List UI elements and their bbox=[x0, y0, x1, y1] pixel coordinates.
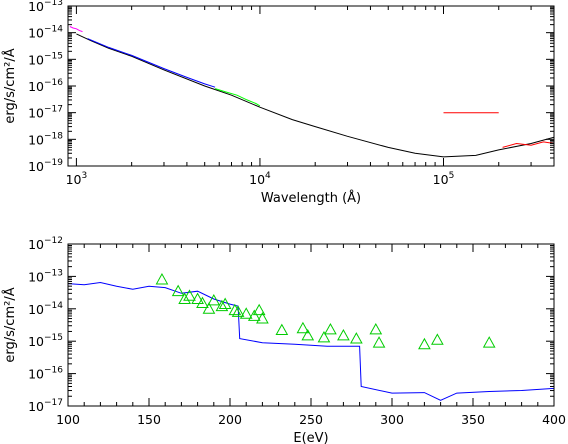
sed-panel: 103 104 105 10−13 10−14 10−15 10−16 10−17 10−18 1… bbox=[2, 0, 555, 206]
data-point-triangle bbox=[337, 328, 350, 341]
plot-frame bbox=[67, 5, 555, 167]
x-tick-label: 104 bbox=[249, 171, 271, 187]
x-tick-label: 150 bbox=[137, 412, 161, 427]
data-point-triangle bbox=[196, 296, 209, 308]
data-point-triangle bbox=[324, 322, 337, 335]
data-point-triangle bbox=[231, 305, 245, 317]
data-point-triangle bbox=[372, 336, 386, 348]
y-axis-title: erg/s/cm²/Å bbox=[2, 287, 18, 362]
data-point-triangle bbox=[301, 328, 315, 341]
y-tick-label: 10−14 bbox=[28, 25, 63, 41]
series-line-3 bbox=[87, 38, 216, 88]
x-tick-label: 103 bbox=[66, 171, 88, 187]
y-tick-label: 10−16 bbox=[28, 366, 63, 382]
data-point-triangle bbox=[275, 323, 289, 336]
y-tick-label: 10−18 bbox=[28, 131, 63, 147]
data-point-triangle bbox=[202, 302, 216, 314]
data-point-triangle bbox=[207, 293, 221, 306]
plot-frame bbox=[67, 243, 555, 407]
y-tick-label: 10−17 bbox=[28, 398, 63, 414]
y-tick-label: 10−12 bbox=[28, 236, 63, 252]
data-point-triangle bbox=[155, 273, 169, 285]
data-point-triangle bbox=[317, 330, 331, 343]
y-tick-label: 10−15 bbox=[28, 333, 63, 349]
data-point-triangle bbox=[218, 297, 232, 309]
x-tick-label: 400 bbox=[542, 412, 566, 427]
series-line-2 bbox=[69, 26, 83, 33]
x-tick-label: 105 bbox=[433, 171, 455, 187]
data-point-triangle bbox=[228, 303, 242, 316]
data-point-triangle bbox=[183, 289, 196, 301]
data-point-triangle bbox=[239, 307, 253, 319]
y-tick-label: 10−13 bbox=[28, 0, 63, 14]
x-tick-label: 200 bbox=[218, 412, 242, 427]
series-line-1 bbox=[76, 33, 554, 158]
y-tick-label: 10−19 bbox=[28, 158, 63, 174]
y-axis-title: erg/s/cm²/Å bbox=[2, 48, 18, 123]
data-point-triangle bbox=[247, 309, 261, 321]
data-point-triangle bbox=[215, 299, 229, 312]
series-line-1 bbox=[68, 281, 554, 401]
data-point-triangle bbox=[369, 322, 383, 335]
data-point-triangle bbox=[350, 332, 363, 344]
y-tick-label: 10−16 bbox=[28, 78, 63, 94]
data-point-triangle bbox=[191, 292, 204, 304]
y-tick-label: 10−17 bbox=[28, 105, 63, 121]
x-axis-title: Wavelength (Å) bbox=[261, 190, 361, 206]
x-tick-label: 100 bbox=[56, 412, 80, 427]
x-tick-label: 350 bbox=[461, 412, 485, 427]
x-tick-label: 250 bbox=[299, 412, 323, 427]
y-tick-label: 10−13 bbox=[28, 268, 63, 284]
xray-panel: 100 150 200 250 300 350 400 10−12 10−13 10−14 10−1… bbox=[2, 236, 566, 444]
x-tick-label: 300 bbox=[380, 412, 404, 427]
data-point-triangle bbox=[178, 292, 191, 304]
y-tick-label: 10−15 bbox=[28, 51, 63, 67]
data-point-triangle bbox=[482, 336, 496, 348]
data-point-triangle bbox=[431, 333, 444, 345]
data-point-triangle bbox=[296, 321, 310, 334]
x-axis-title: E(eV) bbox=[293, 431, 328, 444]
data-point-triangle bbox=[252, 303, 266, 316]
data-point-triangle bbox=[256, 312, 269, 324]
series-line-6 bbox=[502, 141, 554, 148]
data-point-triangle bbox=[418, 337, 431, 350]
y-tick-label: 10−14 bbox=[28, 301, 63, 317]
series-line-4 bbox=[214, 88, 261, 107]
data-point-triangle bbox=[171, 284, 185, 297]
